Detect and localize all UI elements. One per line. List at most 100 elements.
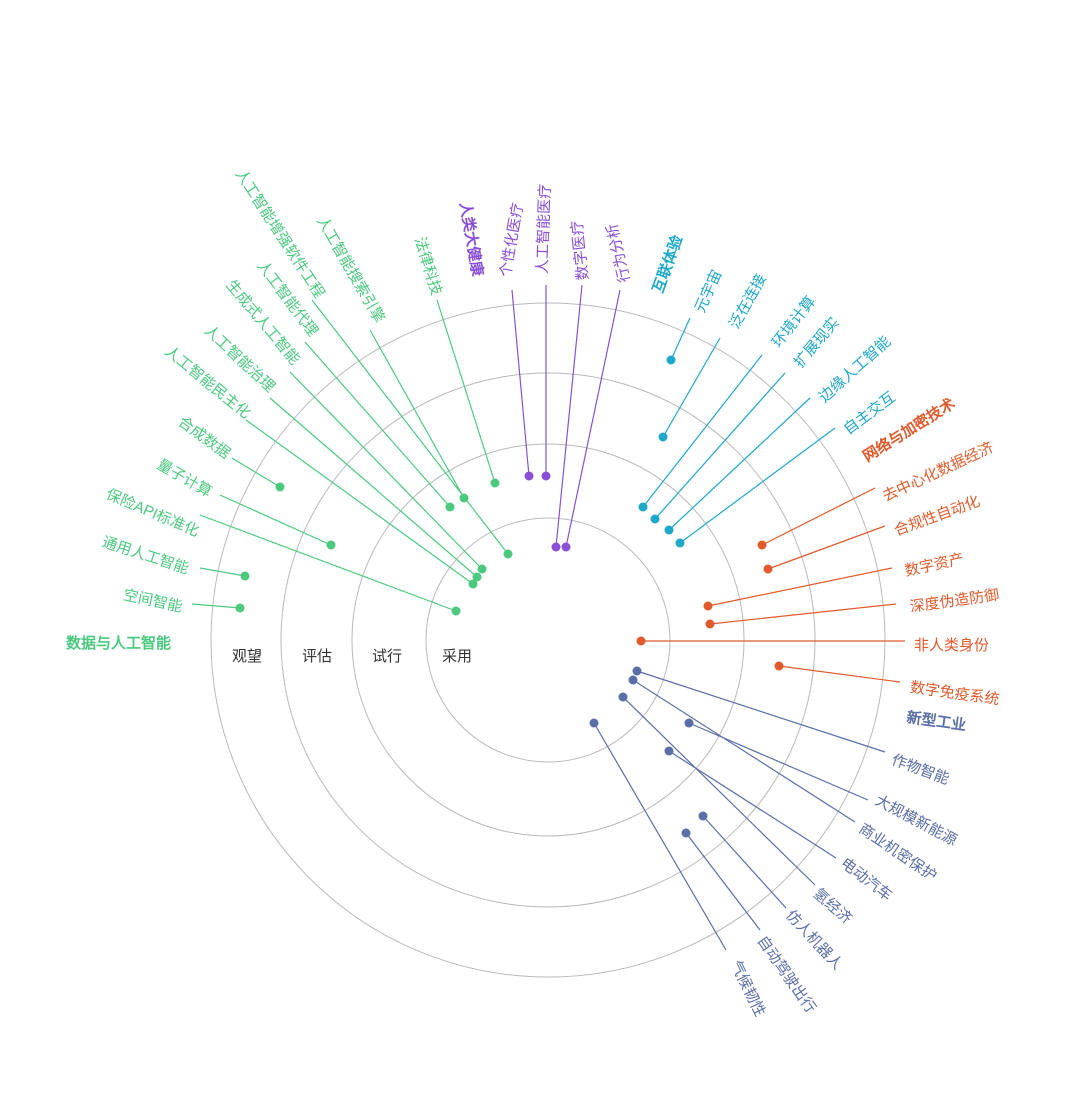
- blip-human-health-2: 数字医疗: [551, 219, 592, 552]
- blip-label: 作物智能: [889, 751, 952, 788]
- blip-leader-line: [688, 722, 869, 801]
- blip-dot: [705, 619, 715, 629]
- category-label-human-health: 人类大健康: [456, 201, 487, 279]
- blip-label: 去中心化数据经济: [880, 439, 996, 505]
- blip-leader-line: [632, 679, 856, 823]
- blip-data-ai-0: 空间智能: [122, 586, 245, 616]
- blip-dot: [757, 540, 767, 550]
- blip-label: 空间智能: [122, 586, 184, 616]
- blip-leader-line: [555, 284, 583, 548]
- blip-dot: [681, 828, 691, 838]
- blip-dot: [326, 540, 336, 550]
- blip-leader-line: [369, 329, 465, 499]
- blip-dot: [638, 502, 648, 512]
- blip-dot: [589, 718, 599, 728]
- blip-dot: [628, 675, 638, 685]
- blip-data-ai-1: 通用人工智能: [100, 533, 250, 581]
- blip-label: 氢经济: [810, 885, 855, 927]
- blip-label: 法律科技: [411, 235, 445, 297]
- ring-label-assess: 评估: [302, 648, 332, 665]
- blip-dot: [664, 746, 674, 756]
- blip-leader-line: [436, 299, 496, 484]
- blip-leader-line: [679, 427, 836, 544]
- blip-leader-line: [289, 371, 483, 570]
- blip-new-industry-2: 商业机密保护: [628, 675, 940, 885]
- blip-new-industry-4: 氢经济: [618, 692, 855, 928]
- category-label-interconnected-experience: 互联体验: [649, 232, 687, 295]
- blip-interconnected-experience-5: 自主交互: [675, 388, 899, 548]
- radar-blips: 空间智能 通用人工智能保险API标准化量子计算合成数据人工智能民主化人工智能治理生…: [100, 166, 1000, 1020]
- blip-label: 数字免疫系统: [909, 679, 1001, 708]
- blip-leader-line: [219, 494, 332, 546]
- blip-leader-line: [304, 341, 451, 508]
- blip-leader-line: [565, 289, 621, 548]
- blip-leader-line: [269, 397, 478, 578]
- blip-dot: [698, 811, 708, 821]
- ring-hold: [210, 302, 886, 978]
- blip-dot: [445, 502, 455, 512]
- blip-label: 深度伪造防御: [909, 587, 1001, 616]
- blip-network-crypto-3: 深度伪造防御: [705, 587, 1001, 629]
- blip-leader-line: [191, 603, 241, 609]
- blip-leader-line: [662, 337, 721, 438]
- blip-dot: [636, 636, 646, 646]
- blip-new-industry-1: 大规模新能源: [684, 718, 960, 849]
- ring-label-hold: 观望: [232, 648, 262, 665]
- blip-dot: [459, 493, 469, 503]
- blip-data-ai-7: 生成式人工智能: [222, 276, 487, 574]
- blip-human-health-0: 个性化医疗: [497, 202, 534, 481]
- blip-interconnected-experience-4: 边缘人工智能: [664, 332, 894, 535]
- blip-dot: [658, 432, 668, 442]
- radar-rings: [210, 302, 886, 978]
- blip-leader-line: [668, 397, 811, 531]
- blip-interconnected-experience-0: 元宇宙: [666, 267, 726, 365]
- blip-dot: [468, 579, 478, 589]
- blip-dot: [551, 542, 561, 552]
- blip-dot: [503, 549, 513, 559]
- blip-leader-line: [778, 665, 901, 683]
- blip-label: 元宇宙: [692, 267, 726, 315]
- blip-label: 人工智能搜索引擎: [313, 213, 389, 326]
- blip-leader-line: [199, 514, 457, 612]
- blip-data-ai-8: 人工智能代理: [253, 257, 455, 512]
- blip-dot: [472, 572, 482, 582]
- ring-labels: 采用 试行 评估 观望: [232, 648, 472, 665]
- blip-dot: [451, 606, 461, 616]
- blip-leader-line: [761, 487, 876, 546]
- blip-label: 数字医疗: [569, 219, 592, 280]
- blip-label: 数字资产: [903, 551, 965, 580]
- ring-adopt: [425, 517, 671, 763]
- blip-new-industry-0: 作物智能: [632, 666, 952, 788]
- blip-dot: [664, 525, 674, 535]
- blip-dot: [541, 471, 551, 481]
- blip-data-ai-3: 量子计算: [154, 455, 336, 550]
- blip-dot: [684, 718, 694, 728]
- blip-dot: [235, 603, 245, 613]
- blip-label: 非人类身份: [914, 637, 989, 654]
- ring-label-adopt: 采用: [442, 648, 472, 665]
- ring-label-trial: 试行: [372, 648, 402, 665]
- blip-label: 通用人工智能: [100, 533, 191, 578]
- blip-dot: [524, 471, 534, 481]
- blip-leader-line: [231, 457, 281, 488]
- blip-label: 人工智能医疗: [533, 184, 554, 275]
- blip-dot: [240, 571, 250, 581]
- blip-leader-line: [767, 525, 886, 570]
- blip-label: 保险API标准化: [104, 486, 202, 540]
- blip-label: 合成数据: [175, 413, 234, 462]
- blip-human-health-1: 人工智能医疗: [533, 184, 554, 481]
- category-label-new-industry: 新型工业: [905, 708, 967, 734]
- blip-leader-line: [622, 696, 816, 886]
- category-labels: 数据与人工智能 人类大健康 互联体验 网络与加密技术 新型工业: [66, 201, 967, 735]
- blip-label: 合规性自动化: [892, 493, 982, 540]
- blip-network-crypto-5: 数字免疫系统: [774, 661, 1001, 708]
- blip-dot: [632, 666, 642, 676]
- blip-dot: [275, 482, 285, 492]
- blip-label: 电动汽车: [837, 855, 895, 905]
- blip-leader-line: [707, 567, 893, 607]
- blip-label: 量子计算: [154, 455, 215, 501]
- blip-dot: [477, 564, 487, 574]
- blip-dot: [490, 478, 500, 488]
- blip-dot: [561, 542, 571, 552]
